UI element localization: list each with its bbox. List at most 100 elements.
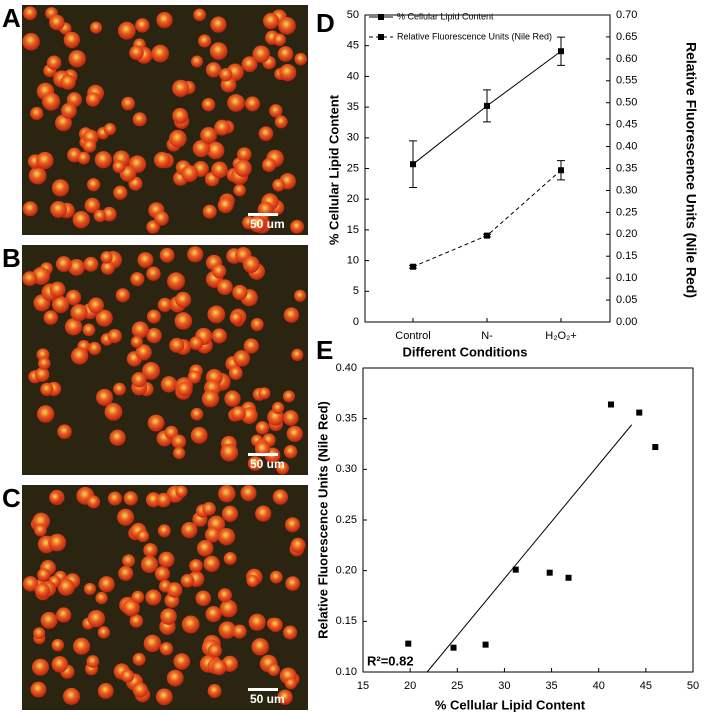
y-tick-label: 15 [347,224,359,236]
cell [40,611,58,629]
cell [181,165,199,182]
y-tick-label: 35 [347,101,359,113]
cell [180,574,195,588]
cell [131,590,145,604]
cell [70,304,88,322]
cell [117,508,135,526]
cell [220,443,239,462]
cell [57,424,72,439]
cell [241,56,258,73]
y-tick-label: 0.40 [336,362,357,374]
cell [204,527,221,543]
data-point [410,263,416,270]
cell [224,390,241,407]
cell [168,129,187,148]
cell [286,425,303,443]
cell [51,179,70,197]
cell [234,159,252,177]
cell [212,264,227,279]
cell [283,625,298,640]
fit-line [426,424,633,673]
cell [60,74,76,90]
cell [132,652,146,666]
cell [228,366,243,380]
cell [57,578,75,596]
cell [232,284,248,301]
cell [157,524,171,538]
cell [211,328,227,344]
y2-tick-label: 0.25 [616,206,637,218]
scale-bar-label: 50 um [250,692,285,706]
cell [157,297,173,313]
cell [143,634,162,653]
cell [62,687,81,705]
cell [217,197,234,214]
cell [221,505,239,522]
x-tick-label: 35 [545,680,557,692]
cell [233,350,250,367]
cell [131,372,147,388]
cell [129,614,144,628]
cell [227,94,245,112]
legend-marker [378,14,384,20]
y2-tick-label: 0.70 [616,9,637,21]
cell [85,92,101,107]
cell [22,33,40,51]
cell [262,157,277,173]
cell [231,406,246,421]
y-tick-label: 0.30 [336,463,357,475]
cell [290,537,306,553]
cell [30,681,47,698]
x-tick-label: 15 [357,680,369,692]
cell [49,281,66,298]
cell [38,357,51,370]
cell [169,337,185,353]
cell [202,204,217,219]
y2-tick-label: 0.60 [616,53,637,65]
cell [172,107,189,124]
cell [193,8,206,22]
series-line [412,169,562,268]
cell [129,45,144,60]
scale-bar-label: 50 um [250,217,285,231]
x-axis-label: Different Conditions [403,344,528,359]
cell [166,582,183,598]
cell [43,310,59,325]
y-tick-label: 0.25 [336,514,357,526]
cell [210,16,227,33]
cell [64,318,83,336]
y-tick-label: 10 [347,255,359,267]
y-tick-label: 0.10 [336,666,357,678]
cell [189,559,203,573]
cell [252,45,270,63]
y2-tick-label: 0.40 [616,140,637,152]
cell [130,272,145,287]
y-tick-label: 0.20 [336,565,357,577]
cell [283,307,300,323]
cell [31,658,50,676]
cell [94,151,112,169]
annotation: R²=0.82 [367,653,414,668]
cell [86,178,101,192]
cell [181,615,200,634]
cell [23,6,38,21]
cell [276,461,289,475]
cell [87,495,101,509]
cell [90,21,103,34]
cell [68,258,85,276]
scale-bar [248,213,278,216]
cell [97,626,111,639]
cell [223,551,237,565]
cell [282,410,299,426]
y2-tick-label: 0.65 [616,31,637,43]
cell [232,624,247,639]
cell [263,12,280,30]
data-point [607,401,614,408]
cell [175,291,192,308]
cell [132,112,147,127]
cell [217,528,236,546]
cell [104,402,123,421]
y2-tick-label: 0.10 [616,272,637,284]
y2-tick-label: 0.50 [616,97,637,109]
data-point [565,574,572,581]
